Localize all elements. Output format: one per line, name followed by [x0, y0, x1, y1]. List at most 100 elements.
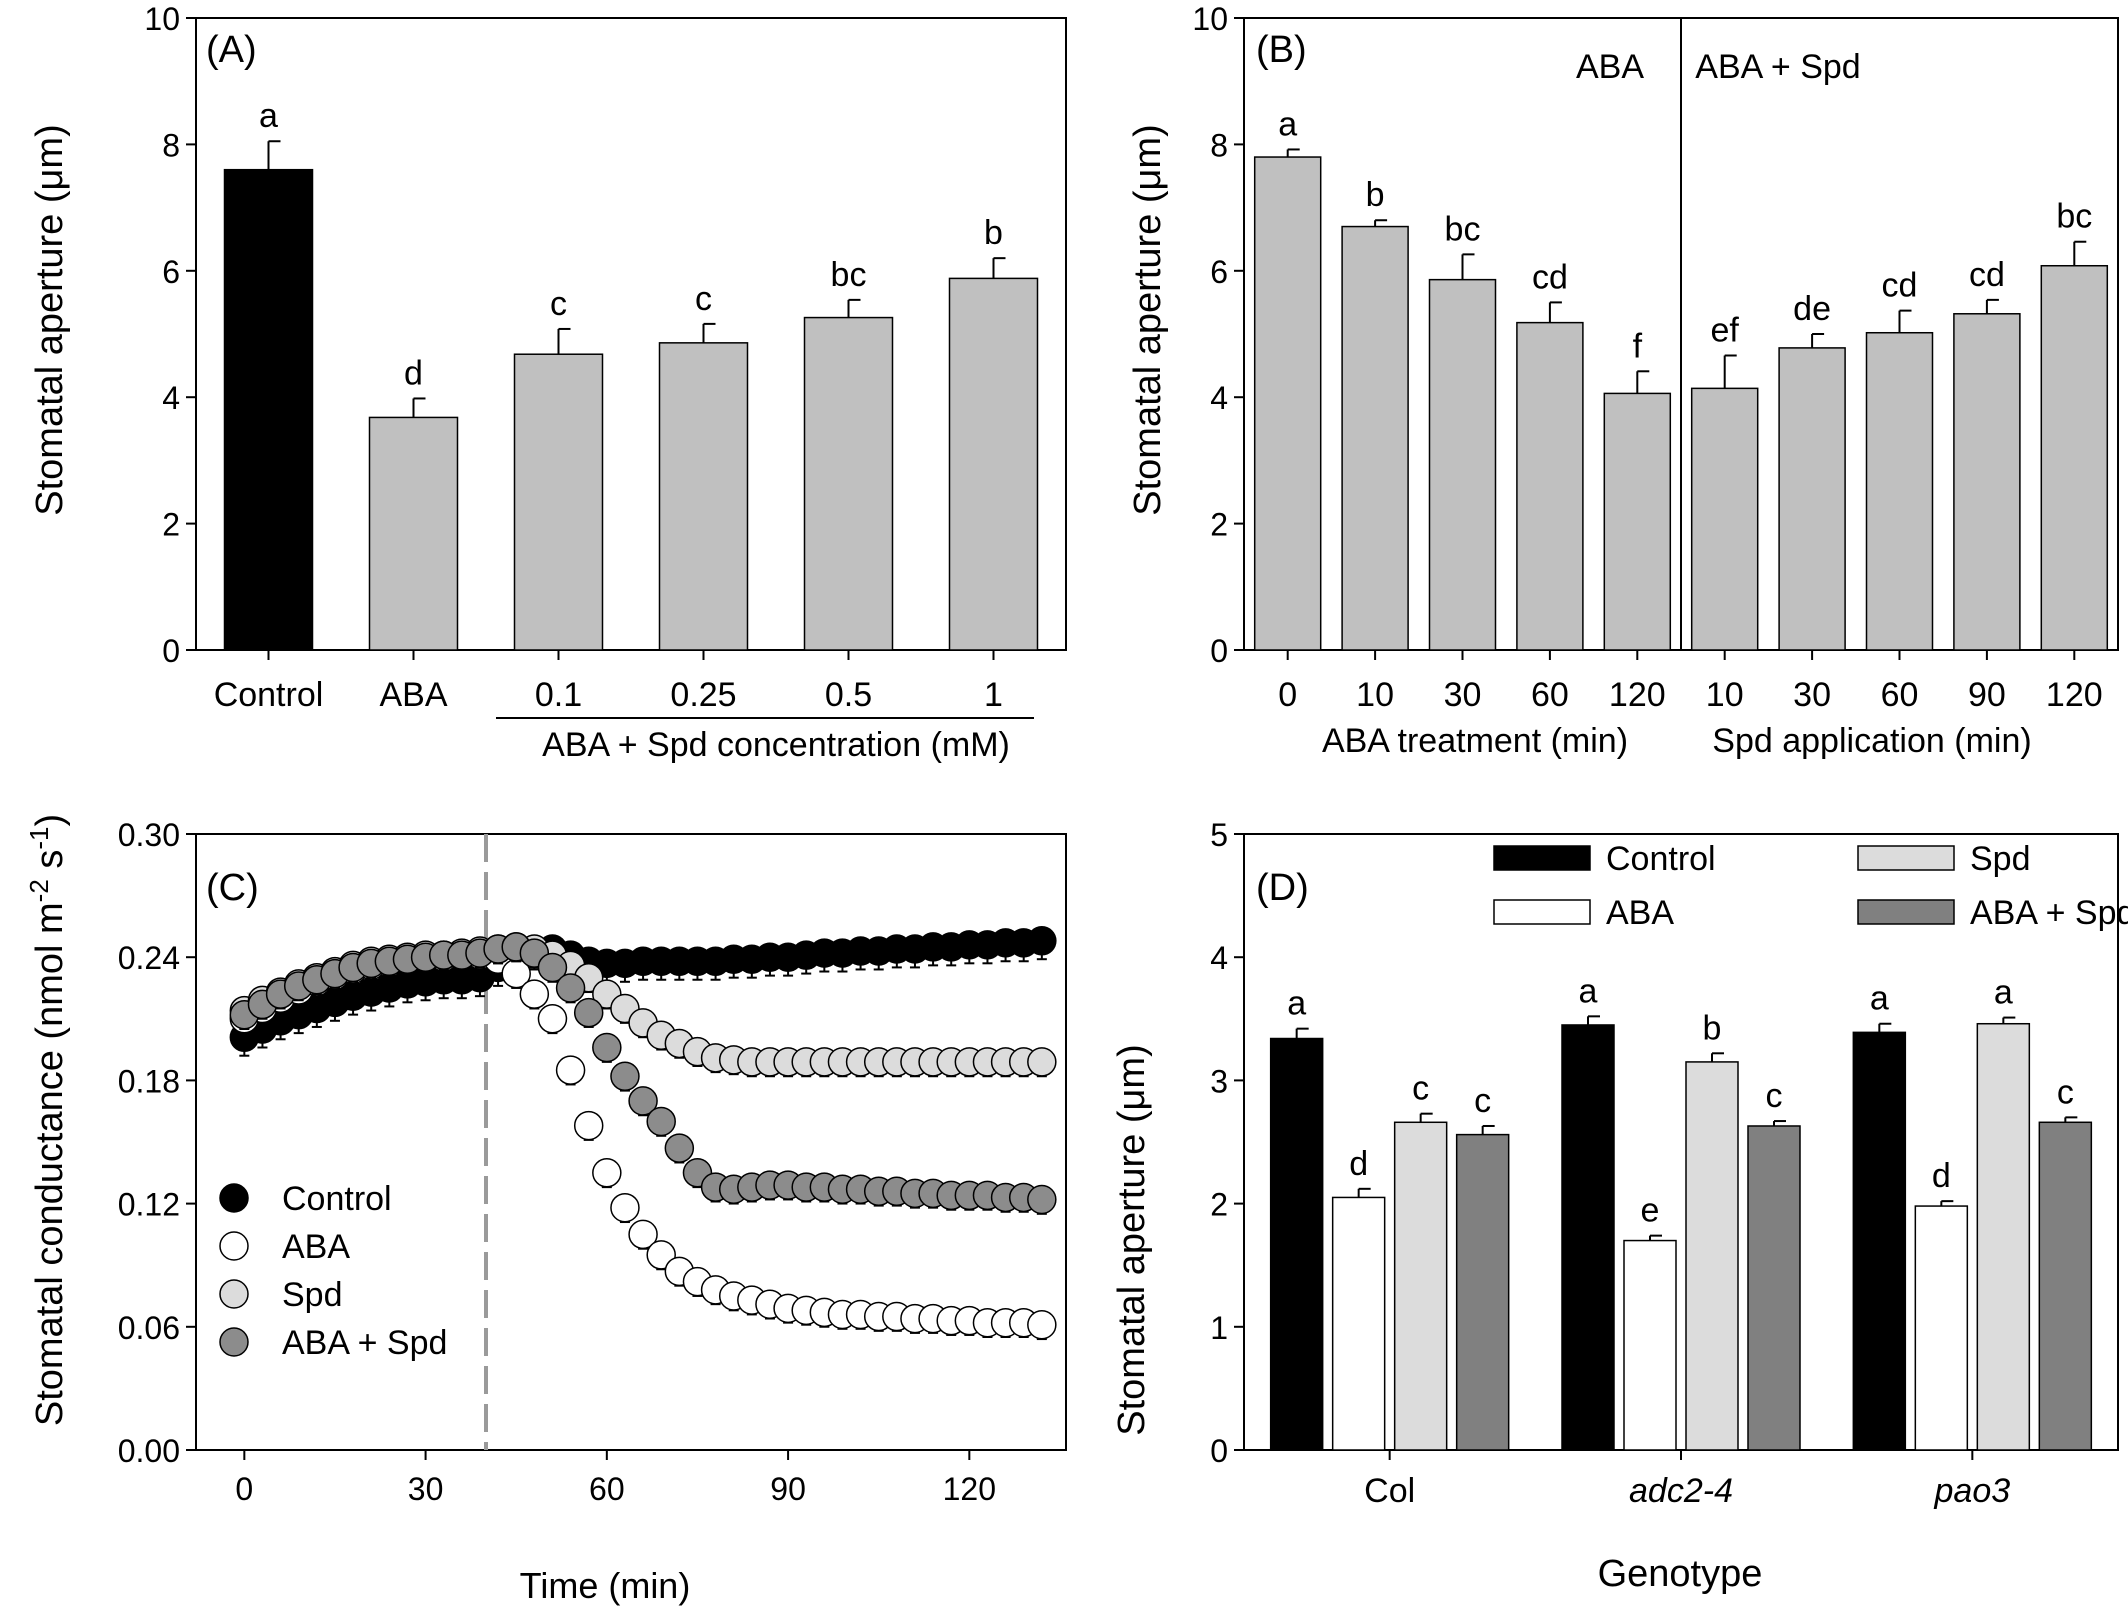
panel-c-xtick-label-3: 90 — [770, 1471, 806, 1507]
panel-b-1-letter: b — [1366, 176, 1385, 214]
panel-b-1-bar — [1341, 225, 1409, 651]
panel-d-2-2-bar — [1976, 1022, 2031, 1451]
panel-c-legend-label-3: ABA + Spd — [282, 1324, 447, 1362]
panel-b-ytick-label-2: 4 — [1210, 380, 1228, 416]
panel-c-point — [573, 1110, 604, 1141]
panel-b-section-label-aba: ABA — [1576, 48, 1644, 86]
panel-d-legend-swatch-1 — [1493, 899, 1591, 925]
panel-c-ytick-label-3: 0.18 — [118, 1063, 180, 1099]
panel-d-label: (D) — [1256, 867, 1309, 909]
panel-d-xlabel: Genotype — [1598, 1553, 1763, 1595]
panel-d-legend-label-0: Control — [1606, 840, 1716, 878]
panel-d-0-3-bar — [1455, 1133, 1510, 1451]
panel-c-point — [610, 1192, 640, 1223]
panel-c-legend-marker-0 — [219, 1183, 249, 1213]
panel-a-5-letter: b — [984, 214, 1003, 252]
panel-a-5-bar — [948, 277, 1039, 651]
panel-c-label: (C) — [206, 867, 259, 909]
panel-c-legend-marker-1 — [219, 1231, 249, 1261]
panel-c-ytick-label-1: 0.06 — [118, 1310, 180, 1346]
panel-a-ylabel: Stomatal aperture (μm) — [29, 124, 71, 515]
panel-c-xlabel: Time (min) — [520, 1565, 691, 1606]
panel-d-1-1-letter: e — [1641, 1192, 1660, 1230]
panel-c-xtick-label-0: 0 — [235, 1471, 253, 1507]
panel-c-ytick-label-4: 0.24 — [118, 940, 180, 976]
panel-c-point — [555, 1055, 586, 1085]
panel-d-legend-label-2: Spd — [1970, 840, 2031, 878]
panel-b-4-bar — [1603, 392, 1672, 651]
panel-a-ytick-label-4: 8 — [162, 127, 180, 163]
panel-d-legend-swatch-3 — [1857, 899, 1955, 925]
panel-b-section-label-aba-spd: ABA + Spd — [1695, 48, 1860, 86]
panel-b-8-bar — [1953, 313, 2021, 651]
panel-b-ytick-label-3: 6 — [1210, 254, 1228, 290]
panel-b-xtick-label-0: 0 — [1278, 676, 1297, 714]
panel-a-xtick-label-4: 0.5 — [825, 676, 872, 714]
panel-c-frame — [195, 833, 1067, 1451]
panel-b-xtick-label-4: 120 — [1609, 676, 1666, 714]
panel-d-0-0-letter: a — [1287, 985, 1306, 1023]
panel-c-ytick-label-5: 0.30 — [118, 817, 180, 853]
panel-c-point — [573, 997, 604, 1028]
panel-c-xtick-label-1: 30 — [408, 1471, 444, 1507]
panel-c-ylabel-sup1: -2 — [24, 879, 54, 902]
panel-c-ylabel-sup2: -1 — [24, 827, 54, 850]
panel-c-xtick-label-4: 120 — [943, 1471, 996, 1507]
panel-b-5-bar — [1690, 387, 1759, 651]
panel-a-1-bar — [368, 416, 459, 651]
panel-a-3-letter: c — [695, 280, 712, 318]
panel-d-legend-label-1: ABA — [1606, 894, 1674, 932]
panel-a-xtick-label-0: Control — [214, 676, 324, 714]
panel-a-ytick-label-3: 6 — [162, 254, 180, 290]
panel-b-label: (B) — [1256, 29, 1307, 71]
panel-c-point — [1027, 1184, 1057, 1215]
panel-d-2-1-bar — [1914, 1205, 1969, 1451]
panel-c-point — [1027, 1309, 1057, 1340]
panel-c-ytick-label-0: 0.00 — [118, 1433, 180, 1469]
panel-b-xtick-label-8: 90 — [1968, 676, 2006, 714]
panel-b-6-bar — [1778, 347, 1846, 651]
panel-d-ytick-label-4: 4 — [1210, 940, 1228, 976]
panel-d-1-2-bar — [1685, 1061, 1739, 1451]
panel-c-ytick-label-2: 0.12 — [118, 1187, 180, 1223]
panel-a: (A) Stomatal aperture (μm) ABA + Spd con… — [29, 29, 1010, 764]
panel-a-0-bar — [223, 168, 314, 651]
panel-b-0-bar — [1253, 156, 1322, 651]
panel-c-point — [1027, 1047, 1057, 1077]
panel-d-1-0-bar — [1561, 1024, 1615, 1451]
panel-d-legend-label-3: ABA + Spd — [1970, 894, 2128, 932]
panel-c-legend-marker-2 — [219, 1279, 249, 1309]
panel-b-ytick-label-0: 0 — [1210, 633, 1228, 669]
panel-d-0-2-letter: c — [1412, 1070, 1429, 1108]
panel-a-2-letter: c — [550, 285, 567, 323]
panel-b-4-letter: f — [1633, 327, 1643, 365]
panel-d-1-3-letter: c — [1766, 1077, 1783, 1115]
panel-d-ylabel: Stomatal aperture (μm) — [1111, 1044, 1153, 1435]
chart-marks: 0246810aControldABAc0.1c0.25bc0.5b102468… — [118, 1, 2128, 1510]
panel-c-ylabel-main: Stomatal conductance (nmol m — [29, 902, 71, 1426]
panel-c-point — [628, 1219, 658, 1250]
panel-a-3-bar — [658, 342, 749, 651]
panel-c-point — [592, 1158, 622, 1188]
panel-b-6-letter: de — [1793, 290, 1831, 328]
panel-d-ytick-label-0: 0 — [1210, 1433, 1228, 1469]
panel-c-xtick-label-2: 60 — [589, 1471, 625, 1507]
panel-b: (B) Stomatal aperture (μm) ABA ABA + Spd… — [1127, 29, 2032, 760]
panel-d-0-0-bar — [1269, 1037, 1324, 1451]
panel-b-xlabel-spd: Spd application (min) — [1712, 722, 2031, 760]
panel-b-ytick-label-4: 8 — [1210, 127, 1228, 163]
panel-d-2-0-bar — [1852, 1031, 1907, 1451]
panel-d-legend-swatch-0 — [1493, 845, 1591, 871]
panel-d-ytick-label-5: 5 — [1210, 817, 1228, 853]
panel-a-ytick-label-1: 2 — [162, 507, 180, 543]
panel-d-legend-swatch-2 — [1857, 845, 1955, 871]
panel-b-0-letter: a — [1278, 105, 1297, 143]
panel-c-legend-label-1: ABA — [282, 1228, 350, 1266]
panel-c-point — [537, 1004, 568, 1034]
panel-b-5-letter: ef — [1711, 311, 1740, 349]
panel-d-xtick-label-2: pao3 — [1934, 1472, 2011, 1510]
panel-b-8-letter: cd — [1969, 256, 2005, 294]
panel-a-1-letter: d — [404, 354, 423, 392]
panel-c-point — [610, 1061, 640, 1092]
